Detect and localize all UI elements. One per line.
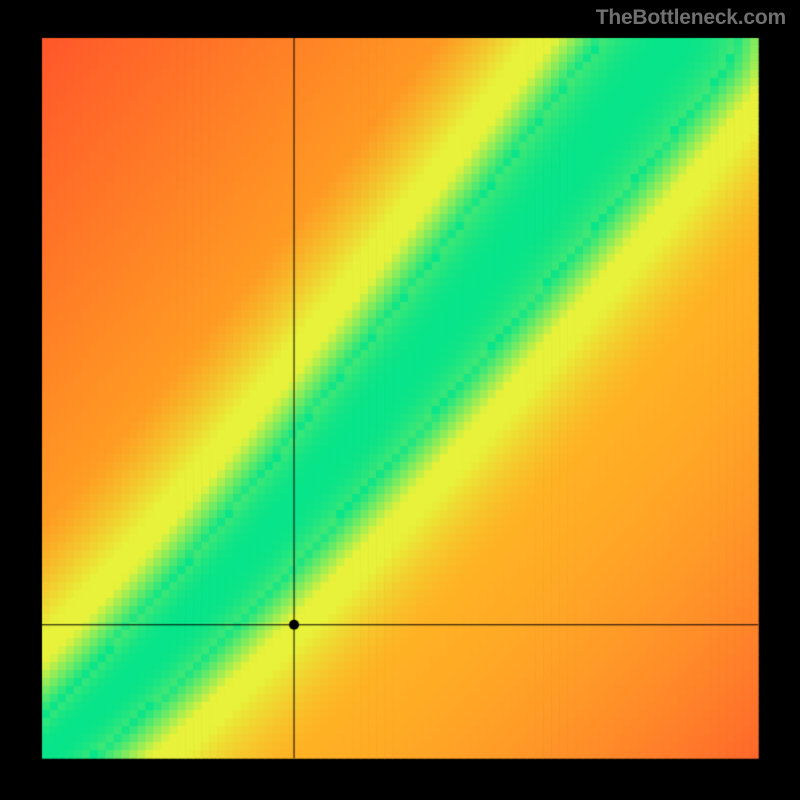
bottleneck-heatmap — [0, 0, 800, 800]
chart-container: TheBottleneck.com — [0, 0, 800, 800]
watermark-label: TheBottleneck.com — [596, 6, 786, 30]
